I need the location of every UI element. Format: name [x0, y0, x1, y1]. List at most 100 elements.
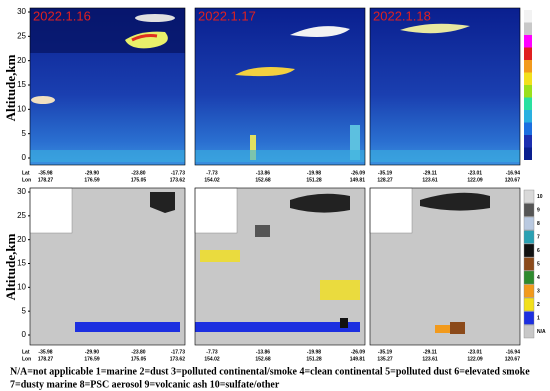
y-axis-label: Altitude,km	[3, 54, 18, 121]
imagery	[29, 8, 520, 345]
colorbar-swatch	[524, 147, 532, 160]
legend-label: 2	[537, 302, 540, 308]
y-tick-label: 5	[22, 306, 27, 315]
lon-tick: 178.27	[38, 356, 54, 362]
lat-tick: -23.01	[468, 170, 482, 176]
lat-tick: -16.94	[506, 170, 520, 176]
lat-tick: -26.09	[351, 349, 365, 355]
legend-swatch	[523, 230, 535, 244]
colorbar-swatch	[524, 110, 532, 123]
y-tick-label: 20	[17, 56, 26, 65]
lon-tick: 135.27	[377, 356, 393, 362]
lat-tick: -29.90	[85, 349, 99, 355]
lat-tick: -23.80	[131, 170, 145, 176]
legend-swatch	[523, 257, 535, 271]
colorbar-swatch	[524, 35, 532, 48]
lon-tick: 149.81	[350, 177, 366, 183]
lon-tick: 123.61	[422, 177, 438, 183]
colorbar-swatch	[524, 47, 532, 60]
legend-label: 6	[537, 248, 540, 254]
y-tick-label: 10	[17, 282, 26, 291]
legend-swatch	[523, 311, 535, 325]
lat-tick: -17.73	[171, 349, 185, 355]
lat-tick: -7.73	[206, 170, 218, 176]
panel-frame	[29, 187, 186, 346]
legend-swatch	[523, 284, 535, 298]
y-tick-label: 30	[17, 7, 26, 16]
legend-label: N/A	[537, 329, 546, 335]
lon-tick: 154.02	[204, 177, 220, 183]
legend-label: 9	[537, 207, 540, 213]
caption: 7=dusty marine 8=PSC aerosol 9=volcanic …	[10, 379, 280, 390]
legend-label: 10	[537, 194, 543, 200]
lon-tick: 122.09	[467, 356, 483, 362]
colorbar-swatch	[524, 22, 532, 35]
lat-tick: -16.94	[506, 349, 520, 355]
legend-swatch	[523, 216, 535, 231]
y-tick-label: 0	[22, 330, 27, 339]
lat-tick: -29.90	[85, 170, 99, 176]
legend-label: 4	[537, 275, 540, 281]
legend-swatch	[523, 243, 535, 258]
colorbar-swatch	[524, 135, 532, 148]
panel-frame	[369, 187, 521, 346]
legend-swatch	[523, 270, 535, 285]
panel-date: 2022.1.18	[373, 8, 431, 23]
lon-tick: 120.67	[505, 356, 521, 362]
y-tick-label: 5	[22, 129, 27, 138]
lat-tick: -19.98	[307, 349, 321, 355]
lat-tick: -29.11	[423, 349, 437, 355]
lat-tick: -17.73	[171, 170, 185, 176]
lat-tick: -35.19	[378, 349, 392, 355]
panel-frame	[194, 187, 366, 346]
legend-label: 3	[537, 288, 540, 294]
panel-frame	[194, 7, 366, 166]
lat-tick: -23.80	[131, 349, 145, 355]
y-tick-label: 0	[22, 153, 27, 162]
lon-tick: 173.62	[170, 356, 186, 362]
lat-label: Lat	[22, 349, 30, 355]
lon-label: Lon	[22, 177, 31, 183]
lon-tick: 175.05	[131, 177, 147, 183]
colorbar-swatch	[524, 72, 532, 85]
legend-label: 5	[537, 261, 540, 267]
lon-tick: 152.68	[255, 356, 271, 362]
colorbar-swatch	[524, 97, 532, 110]
colorbar-swatch	[524, 85, 532, 98]
legend-swatch	[523, 189, 535, 204]
legend-swatch	[523, 297, 535, 312]
lon-tick: 123.61	[422, 356, 438, 362]
y-tick-label: 20	[17, 235, 26, 244]
lat-tick: -35.98	[38, 349, 52, 355]
lon-tick: 122.09	[467, 177, 483, 183]
colorbar-swatch	[524, 122, 532, 135]
caption: N/A=not applicable 1=marine 2=dust 3=pol…	[10, 366, 530, 377]
panel-frame	[29, 7, 186, 166]
legend-label: 1	[537, 315, 540, 321]
y-tick-label: 25	[17, 31, 26, 40]
lon-tick: 152.68	[255, 177, 271, 183]
lon-tick: 173.62	[170, 177, 186, 183]
lat-tick: -35.98	[38, 170, 52, 176]
y-tick-label: 30	[17, 187, 26, 196]
lon-tick: 178.27	[38, 177, 54, 183]
legend-swatch	[523, 324, 535, 339]
legend-label: 7	[537, 234, 540, 240]
lon-tick: 149.81	[350, 356, 366, 362]
lat-tick: -26.09	[351, 170, 365, 176]
lat-label: Lat	[22, 170, 30, 176]
lon-tick: 128.27	[377, 177, 393, 183]
colorbar-swatch	[524, 10, 532, 23]
lon-tick: 175.05	[131, 356, 147, 362]
lon-tick: 176.59	[84, 356, 100, 362]
legend-label: 8	[537, 221, 540, 227]
lon-label: Lon	[22, 356, 31, 362]
panel-date: 2022.1.17	[198, 8, 256, 23]
lat-tick: -19.98	[307, 170, 321, 176]
legend-swatch	[523, 203, 535, 217]
lat-tick: -23.01	[468, 349, 482, 355]
lat-tick: -35.19	[378, 170, 392, 176]
lon-tick: 154.02	[204, 356, 220, 362]
lon-tick: 151.28	[306, 356, 322, 362]
lat-tick: -13.86	[256, 170, 270, 176]
